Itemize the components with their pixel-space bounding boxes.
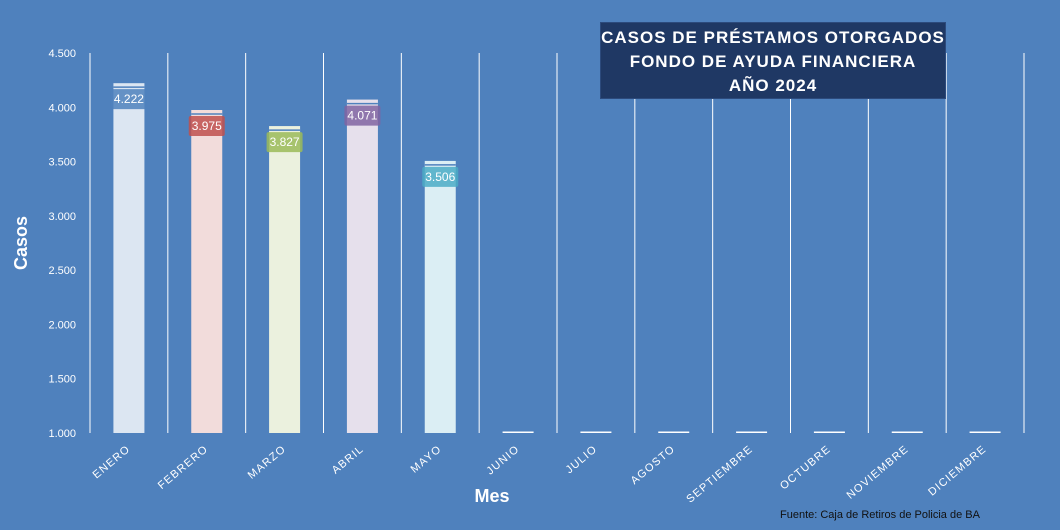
chart-title-line-2: FONDO DE AYUDA FINANCIERA [629, 52, 917, 71]
x-tick-label: FEBRERO [156, 443, 211, 492]
data-label: 4.071 [347, 109, 377, 123]
source-note: Fuente: Caja de Retiros de Policia de BA [780, 509, 980, 521]
x-tick-label: NOVIEMBRE [845, 443, 912, 502]
y-tick-label: 4.000 [48, 102, 76, 114]
data-label: 3.827 [270, 135, 300, 149]
x-tick-label: MARZO [246, 443, 289, 482]
x-tick-label: JUNIO [484, 443, 522, 477]
bar-julio [580, 431, 612, 433]
data-label-background [422, 166, 459, 187]
y-axis-title: Casos [11, 215, 31, 270]
x-axis-title: Mes [474, 486, 510, 506]
y-tick-label: 3.000 [48, 211, 76, 223]
data-label-background [188, 116, 225, 136]
bar-enero [113, 83, 145, 433]
bar-agosto [658, 431, 690, 433]
x-tick-label: JULIO [564, 443, 600, 476]
bar-mayo [424, 160, 456, 434]
bar-diciembre [969, 431, 1001, 433]
chart-title: CASOS DE PRÉSTAMOS OTORGADOS FONDO DE AY… [600, 22, 946, 99]
bar-marzo [269, 126, 301, 433]
chart-title-line-3: AÑO 2024 [728, 76, 818, 95]
bar-octubre [813, 431, 845, 433]
data-label-background [344, 105, 381, 126]
bar-noviembre [891, 431, 923, 433]
x-tick-label: ENERO [91, 443, 133, 481]
y-tick-label: 2.000 [48, 319, 76, 331]
y-tick-label: 4.500 [48, 48, 76, 60]
data-label: 3.506 [425, 170, 455, 184]
y-tick-label: 1.500 [48, 374, 76, 386]
x-tick-label: DICIEMBRE [926, 443, 989, 498]
data-label: 4.222 [114, 92, 144, 106]
x-tick-label: AGOSTO [629, 443, 678, 487]
data-label-background [266, 132, 303, 153]
y-tick-label: 1.000 [48, 428, 76, 440]
chart-title-line-1: CASOS DE PRÉSTAMOS OTORGADOS [601, 28, 945, 47]
y-tick-label: 2.500 [48, 265, 76, 277]
x-tick-label: SEPTIEMBRE [684, 443, 755, 505]
x-tick-label: ABRIL [330, 443, 367, 476]
data-label-background [110, 89, 147, 110]
bar-septiembre [736, 431, 768, 433]
y-tick-label: 3.500 [48, 157, 76, 169]
bar-abril [346, 99, 378, 433]
bar-junio [502, 431, 534, 433]
data-label: 3.975 [192, 119, 222, 133]
x-tick-label: OCTUBRE [778, 443, 833, 492]
bar-febrero [191, 110, 223, 433]
x-tick-label: MAYO [409, 443, 445, 476]
